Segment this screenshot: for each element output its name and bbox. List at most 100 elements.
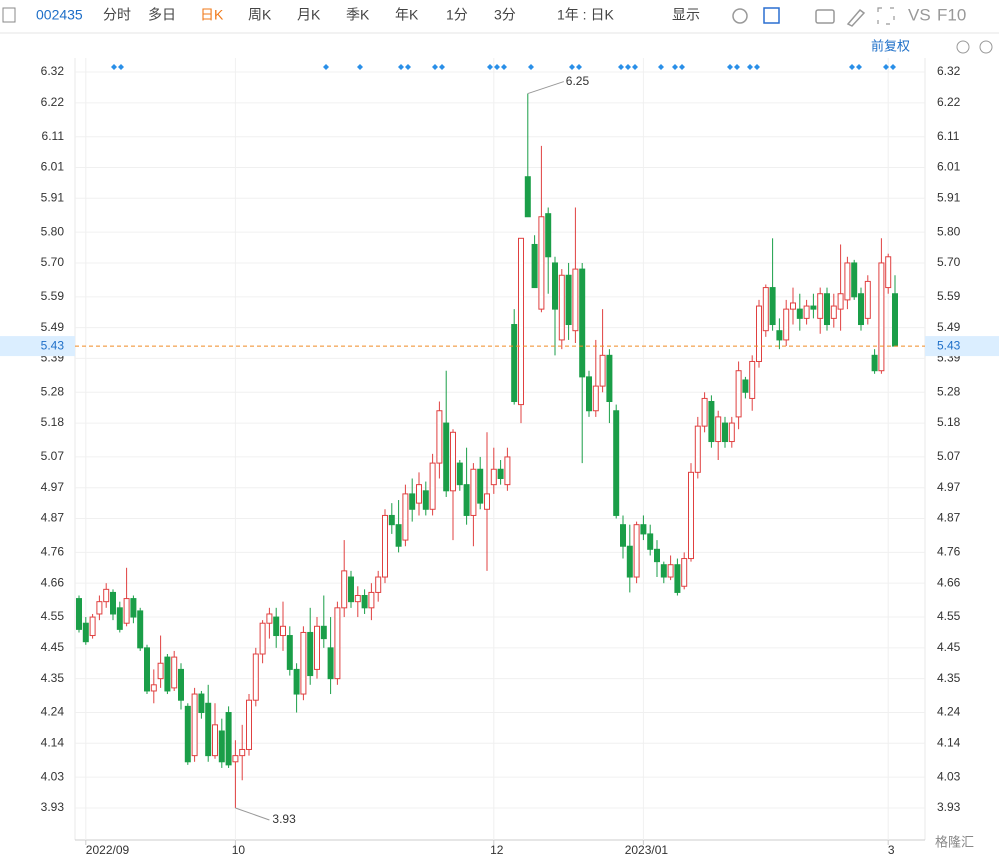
candle-body <box>749 360 756 399</box>
candle-body <box>110 591 116 615</box>
settings-icon[interactable] <box>732 8 748 24</box>
tab[interactable]: 3分 <box>494 7 516 23</box>
candle-body <box>368 591 375 609</box>
candle-body <box>341 570 348 609</box>
low-label: 3.93 <box>272 812 296 826</box>
tab[interactable]: 月K <box>297 7 321 23</box>
sidebar-toggle[interactable] <box>2 7 16 23</box>
candle-body <box>191 693 198 757</box>
candle-body <box>640 524 647 535</box>
signal-marker <box>432 64 438 70</box>
low-pointer <box>235 807 270 821</box>
candle-body <box>402 493 409 541</box>
candle-body <box>409 493 416 510</box>
candle-body <box>171 656 178 689</box>
tab[interactable]: 多日 <box>148 7 176 23</box>
candle-body <box>633 524 640 578</box>
display-select[interactable]: 显示 <box>672 7 700 23</box>
y2-tick-label: 5.28 <box>937 384 961 398</box>
candle-body <box>538 216 545 310</box>
candle-body <box>178 668 184 701</box>
candle-body <box>280 625 286 637</box>
signal-marker <box>357 64 363 70</box>
y2-tick-label: 4.76 <box>937 545 961 559</box>
tab[interactable]: 1分 <box>446 7 468 23</box>
candle-body <box>504 456 511 486</box>
candle-body <box>796 308 803 319</box>
candle-body <box>450 431 456 492</box>
candle-body <box>837 293 844 310</box>
tab[interactable]: 年K <box>395 7 419 23</box>
y2-tick-label: 4.03 <box>937 769 961 783</box>
y2-tick-label: 4.14 <box>937 735 961 749</box>
candle-body <box>116 607 123 630</box>
y2-tick-label: 4.87 <box>937 511 961 525</box>
signal-marker <box>658 64 664 70</box>
f10-button[interactable]: F10 <box>937 5 966 24</box>
tab[interactable]: 周K <box>248 7 272 23</box>
candle-body <box>477 468 484 504</box>
fullscreen-icon[interactable] <box>877 7 895 25</box>
candle-body <box>531 243 538 289</box>
y2-tick-label: 4.35 <box>937 671 961 685</box>
tab[interactable]: 分时 <box>103 7 131 23</box>
y-tick-label: 4.87 <box>41 511 65 525</box>
candle-body <box>722 422 728 443</box>
tab[interactable]: 日K <box>200 7 224 23</box>
candle-body <box>892 293 898 347</box>
candle-body <box>858 293 864 326</box>
candle-body <box>776 330 783 341</box>
candle-body <box>878 262 885 372</box>
candle-body <box>803 305 810 319</box>
candle-body <box>742 379 749 393</box>
signal-marker <box>323 64 329 70</box>
candle-body <box>565 274 572 326</box>
candle-body <box>273 616 280 637</box>
adjust-mode[interactable]: 前复权 <box>871 38 910 53</box>
candle-body <box>592 385 599 412</box>
x-tick-label: 10 <box>232 843 246 857</box>
tab[interactable]: 季K <box>346 7 370 23</box>
signal-marker <box>501 64 507 70</box>
zoom-out[interactable] <box>956 40 970 54</box>
candle-body <box>871 354 878 372</box>
candle-body <box>756 305 762 362</box>
candle-body <box>137 610 144 649</box>
candle-body <box>518 237 524 406</box>
y-tick-label: 4.76 <box>41 545 65 559</box>
candle-body <box>348 576 354 603</box>
zoom-in[interactable] <box>979 40 993 54</box>
signal-marker <box>727 64 733 70</box>
high-label: 6.25 <box>566 74 590 88</box>
signal-markers <box>111 64 896 70</box>
y2-tick-label: 4.55 <box>937 609 961 623</box>
candle-body <box>246 699 252 750</box>
y2-tick-label: 3.93 <box>937 800 961 814</box>
candle-body <box>599 354 606 387</box>
y-tick-label: 5.49 <box>41 320 65 334</box>
y2-tick-label: 6.11 <box>937 129 960 143</box>
y2-tick-label: 5.80 <box>937 224 961 238</box>
draw-icon[interactable] <box>763 7 780 24</box>
x-tick-label: 2023/01 <box>625 843 669 857</box>
candle-body <box>150 684 157 692</box>
pen-icon[interactable] <box>846 8 866 27</box>
period-select[interactable]: 1年 : 日K <box>557 7 614 23</box>
y-tick-label: 5.28 <box>41 384 65 398</box>
y-tick-label: 3.93 <box>41 800 65 814</box>
candle-body <box>783 308 790 341</box>
y-tick-label: 4.66 <box>41 575 65 589</box>
y2-tick-label: 6.32 <box>937 64 961 78</box>
candle-body <box>443 422 450 492</box>
y2-tick-label: 5.59 <box>937 289 961 303</box>
candle-body <box>769 287 776 326</box>
camera-icon[interactable] <box>815 9 835 24</box>
vs-button[interactable]: VS <box>908 5 931 24</box>
candle-body <box>497 468 504 479</box>
candle-body <box>552 262 558 310</box>
signal-marker <box>569 64 575 70</box>
y-tick-label: 5.70 <box>41 255 65 269</box>
last-price-label: 5.43 <box>41 338 65 352</box>
candle-body <box>524 176 531 218</box>
